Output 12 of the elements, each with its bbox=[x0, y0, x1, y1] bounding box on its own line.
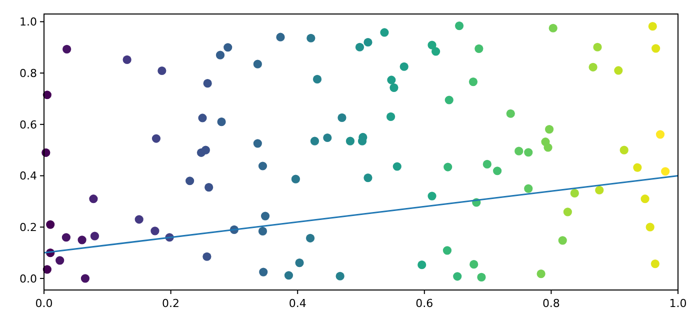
x-tick-label: 0.2 bbox=[162, 297, 180, 310]
y-tick-label: 0.0 bbox=[20, 272, 37, 286]
x-tick-label: 0.4 bbox=[288, 297, 306, 310]
x-tick-label: 0.6 bbox=[416, 297, 434, 310]
y-tick-label: 1.0 bbox=[20, 16, 37, 29]
y-tick-label: 0.8 bbox=[20, 66, 37, 80]
y-tick-label: 0.2 bbox=[20, 220, 37, 234]
x-tick-label: 0.8 bbox=[542, 297, 560, 310]
x-tick-label: 1.0 bbox=[669, 297, 687, 310]
y-tick-label: 0.4 bbox=[20, 170, 37, 183]
x-tick-label: 0.0 bbox=[35, 297, 53, 310]
y-tick-label: 0.6 bbox=[20, 118, 37, 132]
